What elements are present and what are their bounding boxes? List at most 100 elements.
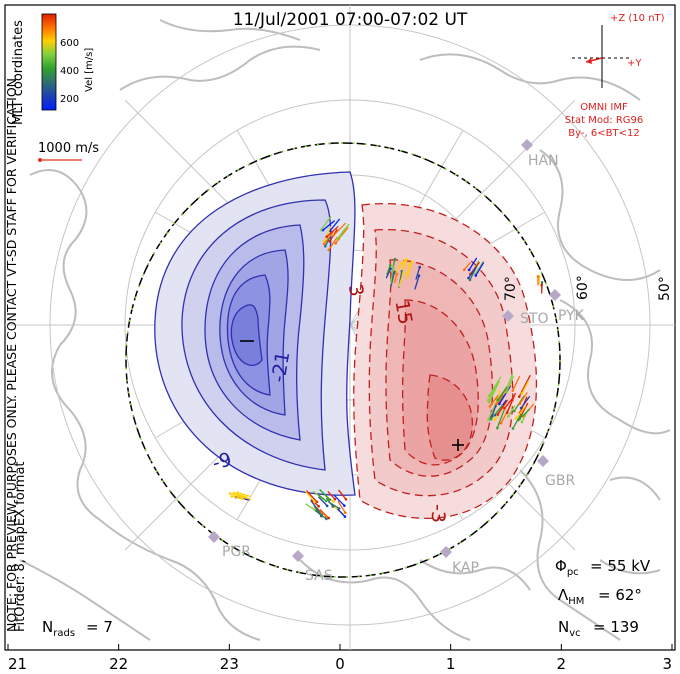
velocity-vector-origin	[496, 398, 500, 402]
scale-vector	[38, 158, 82, 162]
velocity-vector	[490, 404, 504, 420]
velocity-vector-origin	[410, 260, 414, 263]
velocity-vector-origin	[319, 228, 323, 232]
scale-vector-label: 1000 m/s	[38, 141, 99, 156]
mlt-tick-label: 23	[220, 655, 239, 673]
velocity-vector-origin	[498, 402, 501, 406]
colorbar-tick-400: 400	[60, 66, 79, 77]
velocity-vector	[327, 490, 336, 500]
velocity-vector-origin	[512, 409, 516, 413]
colorbar-tick-200: 200	[60, 94, 79, 105]
velocity-vector-origin	[540, 283, 544, 287]
velocity-vector-origin	[328, 240, 332, 243]
velocity-vector	[488, 380, 500, 403]
velocity-vector	[487, 383, 498, 401]
velocity-vector	[326, 225, 339, 238]
velocity-vector	[385, 268, 392, 279]
velocity-vector	[515, 405, 527, 419]
velocity-vector	[512, 375, 521, 391]
velocity-vector-origin	[536, 275, 540, 278]
fit-label: FitOrder: 8, mapEX format	[13, 461, 28, 632]
velocity-vector	[521, 380, 529, 394]
colorbar-ticks: 600 400 200	[60, 38, 79, 105]
velocity-vector	[468, 257, 478, 271]
velocity-vector-origin	[324, 515, 328, 518]
velocity-vector-origin	[236, 494, 240, 497]
lat-label-70: 70°	[503, 276, 519, 301]
velocity-vector	[333, 494, 345, 507]
velocity-vector	[306, 490, 318, 503]
velocity-vector	[395, 262, 402, 273]
velocity-vector	[402, 259, 408, 270]
velocity-vector	[490, 402, 498, 420]
velocity-vector	[393, 273, 398, 284]
velocity-vector-origin	[232, 491, 236, 495]
velocity-vector	[237, 492, 251, 498]
velocity-vector	[497, 399, 509, 415]
velocity-vector-origin	[320, 513, 323, 517]
phi-pc-value: = 55 kV	[590, 557, 651, 575]
velocity-vector-origin	[468, 278, 472, 282]
velocity-vector	[390, 267, 394, 283]
velocity-vector-origin	[325, 235, 329, 239]
velocity-vector-origin	[323, 244, 327, 248]
velocity-vector-origin	[230, 495, 234, 498]
velocity-vector-origin	[327, 516, 331, 520]
velocity-vector-origin	[402, 270, 405, 274]
colorbar-label: Vel [m/s]	[84, 48, 95, 92]
velocity-vector	[398, 272, 405, 287]
velocity-vector	[336, 228, 346, 240]
velocity-vector-origin	[403, 258, 407, 262]
station-sas: SAS	[305, 568, 333, 584]
plot-title: 11/Jul/2001 07:00-07:02 UT	[233, 10, 468, 30]
dusk-convection-cell	[154, 171, 356, 496]
velocity-vector	[400, 259, 406, 270]
velocity-vector-origin	[505, 411, 509, 414]
velocity-vector-origin	[393, 257, 397, 261]
imf-scale-label: +Z (10 nT)	[610, 13, 665, 24]
velocity-vector	[312, 503, 323, 516]
velocity-vector	[519, 392, 528, 405]
velocity-vector	[475, 262, 485, 276]
velocity-vector	[329, 218, 341, 232]
velocity-vector	[233, 492, 248, 499]
velocity-vector-origin	[315, 500, 319, 504]
velocity-vector-origin	[333, 497, 337, 501]
dawn-convection-cell	[353, 203, 538, 520]
velocity-vector-origin	[399, 261, 402, 265]
velocity-vector	[323, 230, 335, 245]
velocity-vector	[496, 409, 505, 429]
velocity-vector	[487, 398, 499, 420]
velocity-vector-origin	[336, 237, 339, 241]
velocity-vector-origin	[511, 389, 515, 392]
svg-text:Φpc: Φpc	[555, 557, 579, 578]
velocity-vector-origin	[467, 276, 470, 280]
velocity-vector	[390, 271, 396, 288]
velocity-vector	[505, 375, 515, 393]
nrads-value: = 7	[86, 618, 113, 636]
velocity-vector-origin	[322, 239, 326, 243]
coastlines	[19, 19, 671, 641]
velocity-vector	[237, 494, 252, 501]
velocity-vector-origin	[467, 268, 471, 272]
velocity-vector-origin	[505, 390, 508, 394]
velocity-vector	[304, 490, 315, 503]
velocity-vector-origin	[391, 266, 395, 269]
contour-label-minus3: -3	[427, 504, 449, 523]
velocity-vector-origin	[389, 267, 392, 270]
velocity-vector-origin	[344, 498, 348, 501]
imf-model-line-1: OMNI IMF	[580, 102, 628, 113]
velocity-vector-origin	[495, 402, 498, 406]
velocity-vector	[328, 236, 338, 251]
velocity-vector-origin	[520, 392, 524, 395]
velocity-vector-origin	[499, 421, 503, 425]
velocity-vector	[414, 275, 420, 290]
mlt-tick-label: 1	[446, 655, 456, 673]
velocity-vector-origin	[331, 505, 335, 508]
velocity-vector-origin	[407, 262, 411, 266]
velocity-vector	[496, 387, 508, 405]
imf-dial	[572, 25, 632, 88]
velocity-vector	[323, 225, 332, 242]
